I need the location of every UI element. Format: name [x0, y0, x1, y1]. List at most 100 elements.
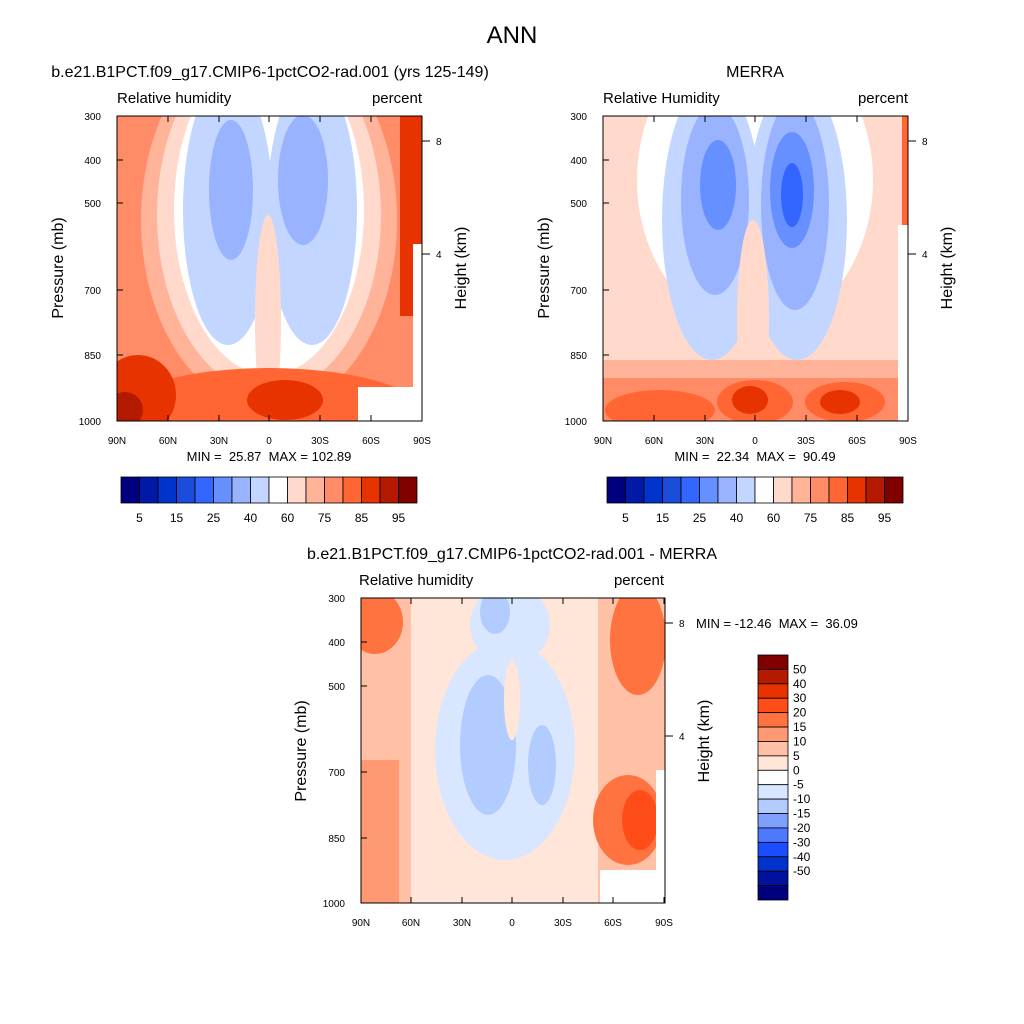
missing-topography-1 [358, 387, 422, 421]
x-tick-label: 90S [655, 918, 673, 929]
panel-model: b.e21.B1PCT.f09_g17.CMIP6-1pctCO2-rad.00… [50, 64, 489, 525]
colorbar-swatch [268, 476, 288, 504]
colorbar-swatch [757, 683, 789, 699]
plot-frame [360, 597, 666, 904]
colorbar-label: 15 [793, 720, 807, 734]
y-tick-label: 850 [570, 351, 587, 362]
surface-band-95 [117, 392, 143, 421]
colorbar-swatch [757, 885, 789, 901]
colorbar-swatch [250, 476, 270, 504]
x-tick-label: 30S [797, 436, 815, 447]
colorbar-swatch [120, 476, 140, 504]
y-tick-label: 400 [84, 156, 101, 167]
colorbar-swatch [757, 669, 789, 685]
x-tick-label: 90S [413, 436, 431, 447]
missing-topography-2 [413, 244, 422, 421]
equatorial-positive-anomaly [504, 660, 520, 740]
right-y-axis-label: Height (km) [939, 227, 956, 310]
right-y-tick-label: 8 [436, 137, 442, 148]
contour-level-25-north [209, 120, 253, 260]
colorbar-label: 85 [841, 511, 855, 525]
right-y-axis-label: Height (km) [696, 700, 713, 783]
panel-difference: b.e21.B1PCT.f09_g17.CMIP6-1pctCO2-rad.00… [293, 546, 858, 929]
colorbar-label: -5 [793, 778, 804, 792]
colorbar-swatch [810, 476, 830, 504]
panel-title: b.e21.B1PCT.f09_g17.CMIP6-1pctCO2-rad.00… [51, 64, 489, 81]
colorbar-label: 25 [693, 511, 707, 525]
colorbar-swatch [194, 476, 214, 504]
colorbar-label: 75 [318, 511, 332, 525]
contour-level-0-neg5-upper [470, 598, 550, 665]
panel-title: b.e21.B1PCT.f09_g17.CMIP6-1pctCO2-rad.00… [307, 546, 717, 563]
contour-level-15 [781, 163, 803, 227]
colorbar-label: 60 [767, 511, 781, 525]
x-tick-label: 90N [352, 918, 370, 929]
left-subtitle: Relative humidity [117, 90, 232, 107]
right-y-tick-label: 4 [679, 732, 685, 743]
x-tick-label: 30N [696, 436, 714, 447]
surface-band-85-north [117, 355, 176, 421]
colorbar-label: -50 [793, 864, 811, 878]
colorbar-swatch [757, 726, 789, 742]
x-tick-label: 60S [604, 918, 622, 929]
contour-level-neg5-neg10-south [528, 725, 556, 805]
x-tick-label: 60N [645, 436, 663, 447]
surface-band-85-center [247, 380, 323, 420]
colorbar-swatch [717, 476, 737, 504]
y-tick-label: 700 [84, 286, 101, 297]
colorbar-label: 75 [804, 511, 818, 525]
y-axis-ticks [117, 115, 123, 422]
x-axis-ticks [602, 116, 916, 421]
x-tick-label: 90N [108, 436, 126, 447]
y-axis-label: Pressure (mb) [50, 217, 67, 318]
colorbar-swatch [757, 741, 789, 757]
contour-level-10-15-north [361, 760, 399, 903]
colorbar-label: 95 [878, 511, 892, 525]
x-tick-label: 0 [752, 436, 758, 447]
colorbar-label: -40 [793, 850, 811, 864]
right-subtitle: percent [858, 90, 909, 107]
y-tick-label: 300 [328, 594, 345, 605]
y-axis-ticks [361, 597, 367, 904]
y-tick-label: 850 [84, 351, 101, 362]
colorbar: 5 15 25 40 60 75 85 95 [120, 476, 418, 525]
colorbar-label: 15 [170, 511, 184, 525]
y-tick-label: 500 [328, 682, 345, 693]
colorbar-swatch [884, 476, 904, 504]
x-axis-ticks [360, 598, 673, 903]
right-y-tick-label: 4 [436, 250, 442, 261]
colorbar-label: -10 [793, 792, 811, 806]
contour-level-20-30-south [622, 790, 658, 850]
y-tick-label: 400 [328, 638, 345, 649]
y-tick-label: 700 [570, 286, 587, 297]
colorbar-label: -20 [793, 821, 811, 835]
contour-level-25-south [278, 116, 328, 245]
colorbar-swatch [757, 769, 789, 786]
y-tick-label: 700 [328, 768, 345, 779]
colorbar-swatch [773, 476, 793, 504]
y-axis-label: Pressure (mb) [536, 217, 553, 318]
contour-field [117, 116, 422, 421]
min-max-stats: MIN = 22.34 MAX = 90.49 [674, 449, 835, 464]
right-y-tick-label: 8 [922, 137, 928, 148]
colorbar-label: 40 [793, 677, 807, 691]
x-axis-ticks [116, 116, 430, 421]
colorbar-label: 15 [656, 511, 670, 525]
surface-band-85-center [732, 386, 768, 414]
colorbar-swatch [757, 841, 789, 858]
x-tick-label: 30N [453, 918, 471, 929]
colorbar-swatch [379, 476, 399, 504]
x-tick-label: 90S [899, 436, 917, 447]
right-y-tick-label: 8 [679, 619, 685, 630]
colorbar-label: 60 [281, 511, 295, 525]
colorbar-swatch [757, 827, 789, 843]
x-tick-label: 90N [594, 436, 612, 447]
colorbar-swatch [643, 476, 663, 504]
surface-band-85-south [820, 390, 860, 414]
y-tick-label: 1000 [79, 417, 102, 428]
missing-topography-2 [656, 770, 665, 903]
colorbar-label: 50 [793, 662, 807, 676]
colorbar-swatch [139, 476, 159, 504]
colorbar-label: -30 [793, 835, 811, 849]
colorbar-swatch [699, 476, 719, 504]
